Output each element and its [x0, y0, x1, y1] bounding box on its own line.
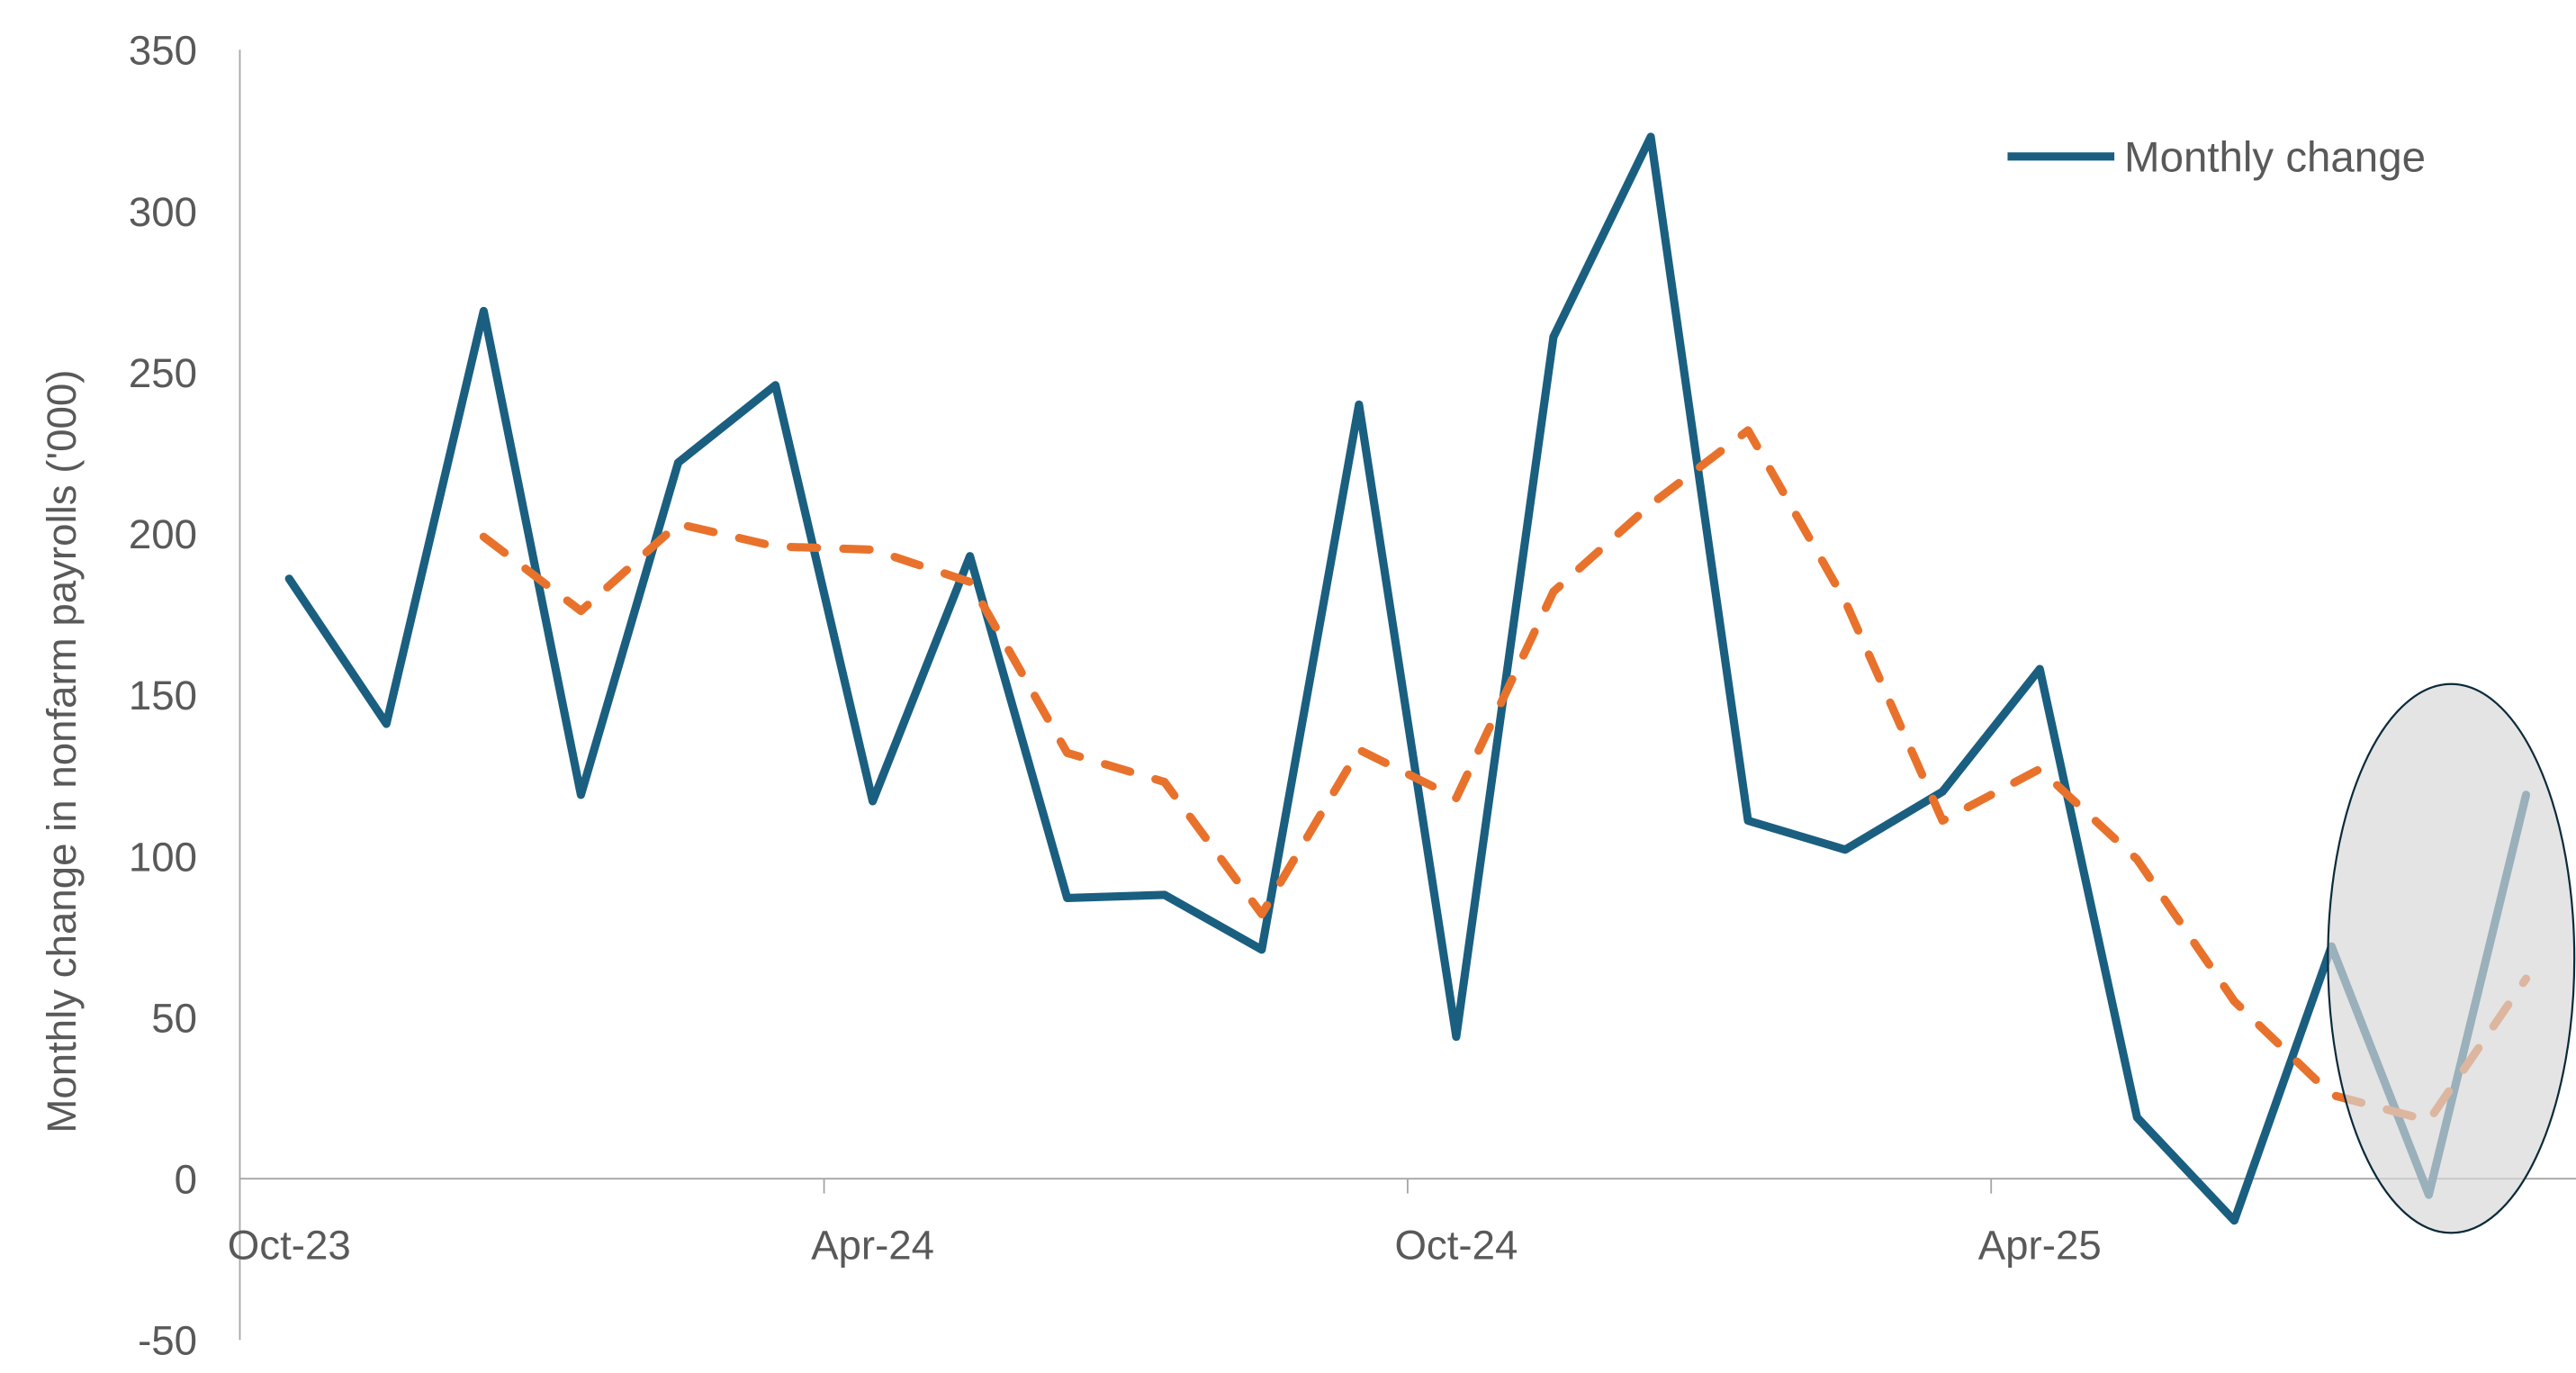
- y-tick-label: 350: [129, 28, 197, 74]
- series-layer: [284, 132, 2531, 1225]
- y-tick-label: -50: [138, 1318, 197, 1364]
- y-tick-label: 150: [129, 673, 197, 718]
- x-tick-label: Apr-25: [1978, 1223, 2102, 1269]
- y-tick-label: 50: [151, 995, 197, 1041]
- x-tick-label: Oct-23: [228, 1223, 351, 1269]
- x-tick-label: Apr-24: [811, 1223, 934, 1269]
- y-tick-label: 250: [129, 350, 197, 396]
- legend: Monthly change: [2007, 133, 2426, 181]
- moving-average-dashed-line: [479, 426, 2531, 1125]
- y-tick-label: 200: [129, 511, 197, 557]
- monthly-change-line: [284, 132, 2531, 1225]
- axes: -50 0 50 100 150 200 250 300 350 Oct-23 Apr-24 Oct-…: [129, 28, 2576, 1364]
- y-tick-label: 100: [129, 834, 197, 880]
- y-tick-label: 0: [175, 1157, 197, 1203]
- legend-label-monthly-change: Monthly change: [2124, 133, 2426, 181]
- x-tick-label: Oct-24: [1394, 1223, 1518, 1269]
- y-tick-label: 300: [129, 189, 197, 235]
- highlight-ellipse: [2327, 682, 2576, 1234]
- y-axis-title: Monthly change in nonfarm payrolls ('000…: [39, 370, 85, 1134]
